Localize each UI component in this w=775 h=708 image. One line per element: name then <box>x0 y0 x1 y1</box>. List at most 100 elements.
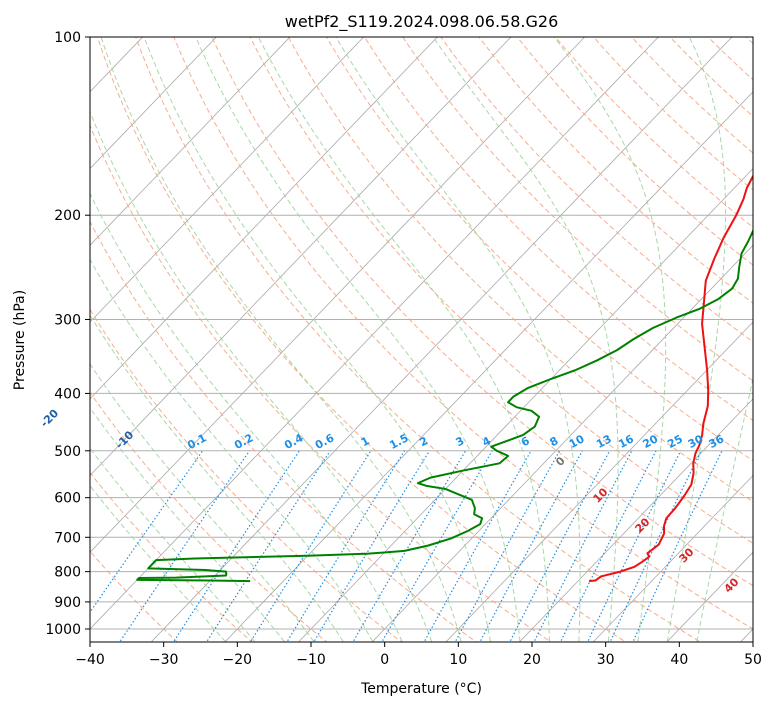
y-tick-label: 500 <box>54 444 81 460</box>
x-tick-label: −10 <box>296 652 326 668</box>
curve-labels: 0.10.20.40.611.52346810131620253036-100-… <box>38 406 742 595</box>
mixing-ratio-line <box>249 450 372 642</box>
moist-adiabat-line <box>432 37 619 642</box>
dry-adiabat-line <box>287 37 753 503</box>
y-tick-label: 700 <box>54 530 81 546</box>
dry-adiabat-line <box>90 220 478 642</box>
y-axis-label: Pressure (hPa) <box>12 290 28 390</box>
x-tick-label: −30 <box>149 652 179 668</box>
dewpoint-profile <box>136 228 753 583</box>
dry-adiabat-line <box>249 37 753 544</box>
moist-adiabat-line <box>195 37 521 642</box>
isotherm-line <box>518 398 753 642</box>
moist-adiabat-line <box>90 192 403 642</box>
moist-adiabat-line <box>90 407 285 642</box>
mixing-ratio-label: 20 <box>641 432 661 451</box>
mixing-ratio-label: 13 <box>594 432 614 451</box>
dry-adiabat-line <box>90 124 552 642</box>
isotherm-line <box>592 474 753 642</box>
isotherm-line <box>297 168 753 642</box>
x-tick-label: −40 <box>75 652 105 668</box>
mixing-ratio-line <box>381 450 493 642</box>
y-tick-label: 100 <box>54 30 81 46</box>
isotherm-line <box>90 37 586 553</box>
mixing-ratio-line <box>509 450 611 642</box>
x-axis-label: Temperature (°C) <box>360 681 482 697</box>
dry-adiabat-line <box>440 37 753 343</box>
moist-adiabat-line <box>143 37 491 642</box>
isotherm-line <box>150 37 733 642</box>
x-tick-label: −20 <box>223 652 253 668</box>
isotherm-line <box>445 321 753 642</box>
y-tick-label: 800 <box>54 565 81 581</box>
moist-adiabat-line <box>553 37 667 642</box>
dry-adiabat-line <box>211 37 753 587</box>
isotherm-line <box>371 244 753 642</box>
moist-adiabat-line <box>90 363 315 642</box>
dry-adiabat-line <box>90 471 253 642</box>
x-tick-label: 40 <box>670 652 688 668</box>
mixing-ratio-line <box>454 450 561 642</box>
mixing-ratio-line <box>632 450 723 642</box>
moist-adiabat-line <box>696 375 753 642</box>
temperature-profile <box>588 174 753 583</box>
y-tick-label: 600 <box>54 491 81 507</box>
dry-adiabat-line <box>90 308 403 642</box>
y-tick-label: 900 <box>54 595 81 611</box>
dry-adiabat-line <box>173 37 753 630</box>
x-tick-label: 20 <box>523 652 541 668</box>
mixing-ratio-line <box>172 450 300 642</box>
dry-adiabat-line <box>402 37 753 382</box>
mixing-ratio-label: 25 <box>665 432 685 451</box>
isotherm-line <box>90 37 217 170</box>
moist-adiabat-line <box>90 110 433 642</box>
dry-adiabat-line <box>96 37 627 642</box>
y-tick-label: 1000 <box>45 622 81 638</box>
x-tick-label: 50 <box>744 652 762 668</box>
y-tick-label: 200 <box>54 208 81 224</box>
isotherm-line <box>90 37 291 246</box>
moist-adiabat-line <box>257 37 550 642</box>
moist-adiabat-line <box>90 314 344 642</box>
mixing-ratio-label: 30 <box>686 432 706 451</box>
mixing-ratio-line <box>423 450 532 642</box>
plot-frame <box>89 36 754 643</box>
dry-adiabat-line <box>364 37 753 422</box>
x-tick-label: 0 <box>380 652 389 668</box>
mixing-ratio-line <box>479 450 583 642</box>
moist-adiabat-line <box>90 258 374 642</box>
dry-adiabat-line <box>135 37 702 642</box>
y-tick-label: 400 <box>54 386 81 402</box>
moist-adiabat-line <box>90 485 226 642</box>
dry-adiabat-line <box>90 391 328 642</box>
moist-adiabat-line <box>666 37 727 642</box>
mixing-ratio-line <box>586 450 682 642</box>
mixing-ratio-line <box>559 450 657 642</box>
moist-adiabat-line <box>335 37 581 642</box>
isotherm-line <box>90 37 365 323</box>
isotherm-line <box>90 37 659 630</box>
chart-title: wetPf2_S119.2024.098.06.58.G26 <box>285 12 559 32</box>
mixing-ratio-line <box>205 450 331 642</box>
mixing-ratio-line <box>533 450 633 642</box>
moist-adiabat-line <box>90 447 256 642</box>
mixing-ratio-label: 36 <box>707 432 727 451</box>
mixing-ratio-line <box>313 450 430 642</box>
moist-adiabat-line <box>100 37 462 642</box>
mixing-ratio-label: 16 <box>616 432 636 451</box>
axes: −40 −30 −20 −10 0 10 20 30 40 50 1000 900 800 700 600 5… <box>45 30 762 668</box>
isotherm-line <box>224 91 753 642</box>
y-tick-label: 300 <box>54 312 81 328</box>
mixing-ratio-line <box>609 450 702 642</box>
series-layer <box>136 174 753 583</box>
isotherm-line <box>90 37 512 477</box>
x-tick-label: 30 <box>597 652 615 668</box>
mixing-ratio-line <box>90 450 204 614</box>
isotherm-line <box>90 37 438 400</box>
mixing-ratio-line <box>286 450 406 642</box>
mixing-ratio-label: 10 <box>567 432 587 451</box>
background-lines <box>90 37 753 642</box>
x-tick-label: 10 <box>449 652 467 668</box>
mixing-ratio-line <box>352 450 467 642</box>
